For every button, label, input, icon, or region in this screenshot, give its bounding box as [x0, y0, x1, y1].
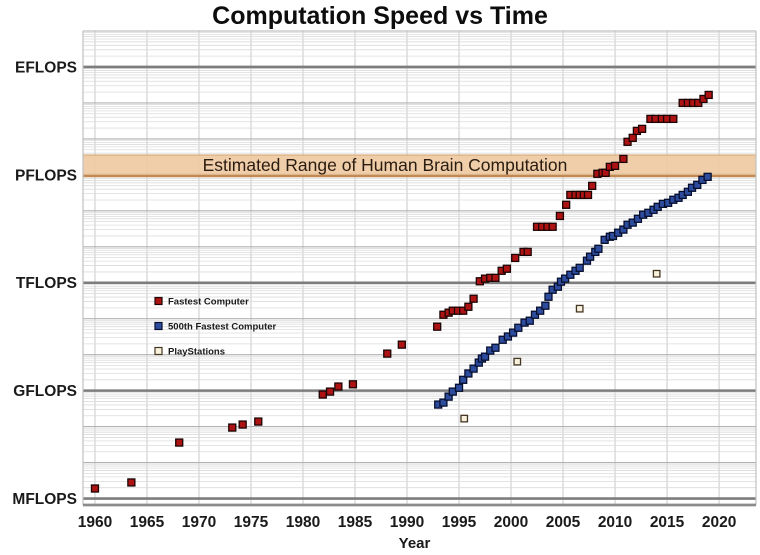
data-point-500th-fastest-computer — [454, 383, 464, 392]
y-tick-label: PFLOPS — [15, 167, 77, 184]
data-point-500th-fastest-computer — [703, 172, 712, 182]
data-point-500th-fastest-computer — [464, 369, 473, 378]
data-point-fastest-computer — [127, 478, 136, 487]
data-point-500th-fastest-computer — [575, 263, 584, 272]
brain-band-label: Estimated Range of Human Brain Computati… — [203, 155, 568, 175]
data-point-500th-fastest-computer — [491, 343, 500, 352]
data-point-fastest-computer — [175, 438, 184, 447]
x-tick-label: 1970 — [182, 514, 216, 531]
x-tick-label: 1965 — [130, 514, 165, 531]
y-tick-label: EFLOPS — [15, 59, 77, 76]
data-point-500th-fastest-computer — [594, 244, 603, 253]
data-point-fastest-computer — [491, 273, 500, 282]
data-point-fastest-computer — [637, 124, 647, 134]
data-point-playstations — [513, 357, 522, 366]
data-point-fastest-computer — [502, 264, 512, 273]
data-point-fastest-computer — [433, 322, 442, 331]
data-point-fastest-computer — [669, 114, 678, 124]
data-point-fastest-computer — [628, 133, 637, 142]
data-point-fastest-computer — [583, 190, 593, 200]
data-point-fastest-computer — [511, 253, 520, 263]
chart-title: Computation Speed vs Time — [212, 2, 548, 30]
data-point-500th-fastest-computer — [544, 292, 553, 301]
x-tick-label: 2000 — [494, 514, 528, 531]
legend-item-fastest-computer: Fastest Computer — [154, 296, 249, 308]
data-point-playstations — [575, 304, 584, 313]
data-point-500th-fastest-computer — [536, 306, 545, 315]
legend-item-500th-fastest-computer: 500th Fastest Computer — [154, 321, 277, 333]
data-point-fastest-computer — [619, 154, 628, 164]
data-point-fastest-computer — [601, 168, 610, 177]
y-tick-label: MFLOPS — [12, 491, 77, 508]
data-point-fastest-computer — [588, 181, 597, 191]
x-tick-label: 2020 — [702, 514, 736, 531]
data-point-fastest-computer — [90, 484, 100, 493]
data-point-500th-fastest-computer — [508, 328, 518, 337]
data-point-fastest-computer — [610, 161, 620, 170]
data-point-fastest-computer — [383, 349, 392, 358]
data-point-fastest-computer — [334, 382, 343, 391]
brain-band — [83, 155, 756, 176]
data-point-playstations — [460, 414, 469, 423]
legend-label-playstations: PlayStations — [168, 347, 225, 358]
x-axis-title: Year — [399, 535, 431, 552]
data-point-fastest-computer — [548, 222, 557, 231]
data-point-500th-fastest-computer — [619, 225, 628, 234]
x-tick-label: 1980 — [286, 514, 320, 531]
data-point-fastest-computer — [704, 90, 713, 100]
data-point-fastest-computer — [348, 380, 358, 389]
data-point-500th-fastest-computer — [585, 252, 595, 261]
data-point-500th-fastest-computer — [514, 323, 523, 332]
x-tick-label: 2015 — [650, 514, 685, 531]
x-tick-label: 1995 — [442, 514, 477, 531]
data-point-fastest-computer — [523, 247, 532, 257]
legend-marker-500th-fastest-computer — [154, 321, 163, 331]
data-point-500th-fastest-computer — [525, 316, 534, 325]
data-point-500th-fastest-computer — [469, 364, 478, 373]
x-tick-label: 1985 — [338, 514, 373, 531]
y-tick-label: TFLOPS — [16, 275, 77, 292]
plot-area — [83, 31, 756, 505]
x-tick-label: 1990 — [390, 514, 424, 531]
data-point-fastest-computer — [228, 423, 237, 432]
legend-item-playstations: PlayStations — [154, 346, 225, 358]
legend-label-500th-fastest-computer: 500th Fastest Computer — [168, 322, 277, 333]
data-point-fastest-computer — [469, 294, 478, 303]
x-tick-label: 1975 — [234, 514, 269, 531]
y-tick-label: GFLOPS — [13, 383, 77, 400]
x-tick-label: 2005 — [546, 514, 581, 531]
data-point-fastest-computer — [325, 387, 335, 396]
data-point-playstations — [652, 269, 661, 278]
data-point-fastest-computer — [562, 200, 571, 209]
data-point-fastest-computer — [464, 302, 473, 311]
data-point-fastest-computer — [254, 417, 263, 426]
data-point-500th-fastest-computer — [444, 392, 453, 401]
data-point-500th-fastest-computer — [480, 352, 490, 361]
legend-marker-playstations — [154, 346, 163, 356]
data-point-500th-fastest-computer — [541, 301, 550, 310]
legend-marker-fastest-computer — [154, 296, 163, 306]
data-point-500th-fastest-computer — [459, 375, 468, 384]
data-point-fastest-computer — [555, 211, 565, 221]
data-point-fastest-computer — [318, 390, 327, 399]
data-point-500th-fastest-computer — [693, 180, 702, 190]
data-point-500th-fastest-computer — [439, 398, 448, 407]
x-tick-label: 1960 — [78, 514, 112, 531]
data-point-fastest-computer — [238, 420, 247, 429]
x-tick-label: 2010 — [598, 514, 632, 531]
data-point-fastest-computer — [397, 340, 406, 349]
legend-label-fastest-computer: Fastest Computer — [168, 297, 249, 308]
